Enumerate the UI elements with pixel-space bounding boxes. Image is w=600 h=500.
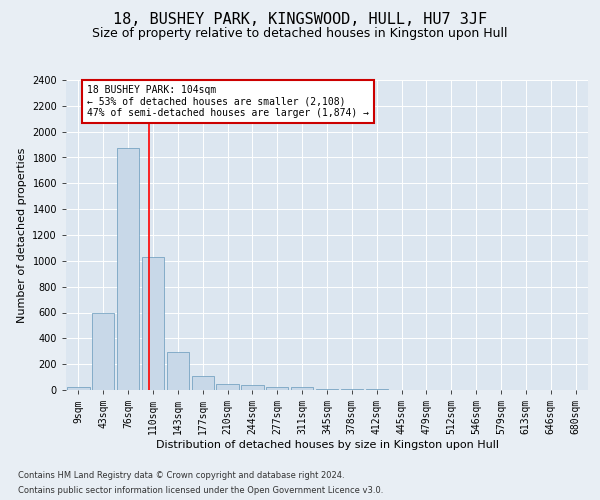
Bar [241, 385, 263, 390]
Y-axis label: Number of detached properties: Number of detached properties [17, 148, 26, 322]
Bar [117, 148, 139, 390]
Bar [67, 388, 89, 390]
Text: Contains HM Land Registry data © Crown copyright and database right 2024.: Contains HM Land Registry data © Crown c… [18, 471, 344, 480]
Bar [167, 352, 189, 390]
Bar [142, 257, 164, 390]
Bar [266, 387, 289, 390]
Bar [191, 376, 214, 390]
Bar [217, 384, 239, 390]
Text: 18, BUSHEY PARK, KINGSWOOD, HULL, HU7 3JF: 18, BUSHEY PARK, KINGSWOOD, HULL, HU7 3J… [113, 12, 487, 28]
Text: 18 BUSHEY PARK: 104sqm
← 53% of detached houses are smaller (2,108)
47% of semi-: 18 BUSHEY PARK: 104sqm ← 53% of detached… [87, 84, 369, 118]
Bar [291, 388, 313, 390]
Text: Contains public sector information licensed under the Open Government Licence v3: Contains public sector information licen… [18, 486, 383, 495]
X-axis label: Distribution of detached houses by size in Kingston upon Hull: Distribution of detached houses by size … [155, 440, 499, 450]
Bar [92, 312, 115, 390]
Text: Size of property relative to detached houses in Kingston upon Hull: Size of property relative to detached ho… [92, 28, 508, 40]
